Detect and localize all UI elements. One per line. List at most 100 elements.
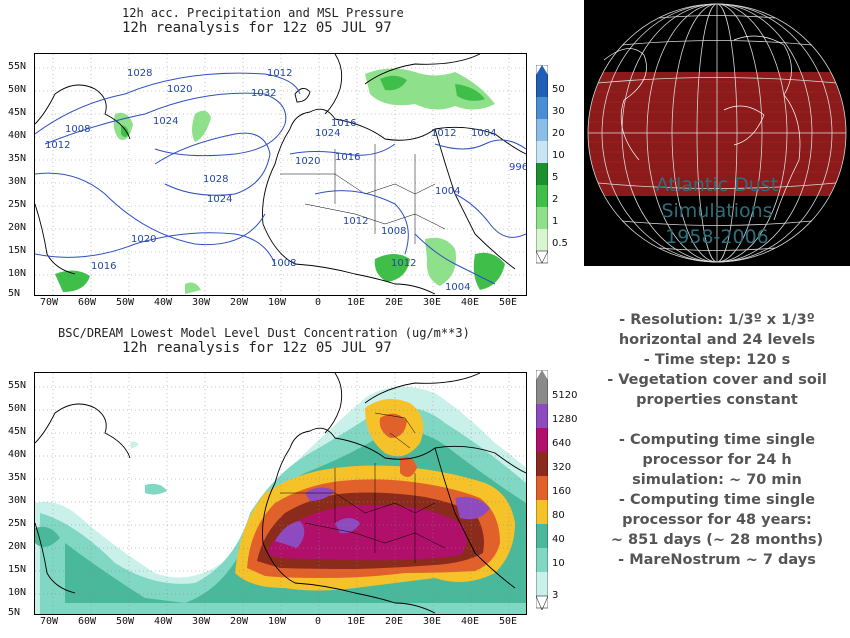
- colorbar-swatch: [536, 185, 548, 207]
- colorbar-label: 160: [552, 486, 572, 497]
- isobar-labels: 1020 1032 1024 1008 1012 1028 1024 1020 …: [45, 68, 526, 293]
- colorbar-swatch: [536, 370, 548, 380]
- lon-label: 20W: [230, 297, 249, 308]
- isobar-label: 1012: [343, 216, 368, 227]
- lat-label: 25N: [8, 518, 27, 529]
- isobar-label: 1004: [445, 282, 470, 293]
- isobar-label: 1012: [45, 140, 70, 151]
- colorbar-label: 1280: [552, 414, 578, 425]
- dust-map-canvas: [35, 373, 526, 614]
- globe-title-line: Atlantic Dust: [655, 174, 779, 196]
- lon-label: 50E: [499, 297, 518, 308]
- colorbar-swatch: [536, 572, 548, 596]
- dust-colorbar: 5120 1280 640 320 160 80 40 10 3: [535, 369, 577, 624]
- isobar-label: 1008: [271, 258, 296, 269]
- isobar-label: 1028: [127, 68, 152, 79]
- lat-label: 40N: [8, 449, 27, 460]
- colorbar-swatch: [536, 141, 548, 163]
- isobar-label: 1020: [131, 234, 156, 245]
- isobar-label: 1016: [91, 261, 116, 272]
- lat-label: 55N: [8, 380, 27, 391]
- isobar-label: 1024: [315, 128, 340, 139]
- globe-panel: Atlantic Dust Simulations 1958-2006: [584, 0, 850, 266]
- isobar-label: 1024: [207, 194, 232, 205]
- simulation-notes: - Resolution: 1/3º x 1/3º horizontal and…: [584, 310, 850, 570]
- lat-label: 20N: [8, 222, 27, 233]
- note-spacer: [584, 410, 850, 430]
- colorbar-label: 320: [552, 462, 572, 473]
- note-line: - Resolution: 1/3º x 1/3º: [619, 312, 815, 328]
- lon-label: 70W: [40, 616, 59, 627]
- globe-coastlines: [603, 35, 801, 221]
- top-map-title: 12h acc. Precipitation and MSL Pressure: [122, 6, 404, 20]
- lat-label: 50N: [8, 403, 27, 414]
- colorbar-label: 10: [552, 150, 565, 161]
- lat-label: 10N: [8, 587, 27, 598]
- note-line: - Time step: 120 s: [643, 352, 791, 368]
- bottom-borders: [280, 412, 446, 563]
- lon-label: 30W: [192, 297, 211, 308]
- lat-label: 45N: [8, 107, 27, 118]
- colorbar-swatch: [536, 97, 548, 119]
- precipitation-map-canvas: 1020 1032 1024 1008 1012 1028 1024 1020 …: [35, 54, 526, 295]
- isobar-label: 1032: [251, 88, 276, 99]
- lat-label: 15N: [8, 564, 27, 575]
- colorbar-label: 3: [552, 590, 559, 601]
- colorbar-label: 30: [552, 106, 565, 117]
- isobar-label: 1020: [167, 84, 192, 95]
- lon-label: 60W: [78, 616, 97, 627]
- top-map-subtitle: 12h reanalysis for 12z 05 JUL 97: [122, 20, 392, 36]
- note-line: processor for 24 h: [642, 452, 792, 468]
- globe-graphic: [587, 3, 847, 263]
- lon-label: 10W: [268, 297, 287, 308]
- lat-label: 20N: [8, 541, 27, 552]
- lon-label: 0: [315, 616, 322, 627]
- globe-title-line: Simulations: [661, 200, 773, 222]
- colorbar-label: 640: [552, 438, 572, 449]
- lon-label: 30E: [423, 297, 442, 308]
- colorbar-label: 50: [552, 84, 565, 95]
- colorbar-swatch: [535, 595, 549, 611]
- note-line: horizontal and 24 levels: [618, 332, 816, 348]
- note-line: ~ 851 days (~ 28 months): [610, 532, 824, 548]
- lon-label: 20E: [385, 616, 404, 627]
- colorbar-swatch: [536, 207, 548, 229]
- lon-label: 10E: [347, 297, 366, 308]
- colorbar-swatch: [536, 500, 548, 524]
- colorbar-swatch: [535, 250, 549, 264]
- bottom-graticule: [35, 373, 526, 614]
- colorbar-swatch: [536, 229, 548, 251]
- isobar-label: 1004: [435, 186, 460, 197]
- dust-concentration-areas: [35, 386, 526, 614]
- lat-label: 35N: [8, 153, 27, 164]
- colorbar-label: 40: [552, 534, 565, 545]
- lat-label: 30N: [8, 495, 27, 506]
- colorbar-swatch: [536, 452, 548, 476]
- colorbar-label: 5: [552, 172, 559, 183]
- lon-label: 40W: [154, 297, 173, 308]
- lat-label: 10N: [8, 268, 27, 279]
- colorbar-swatch: [536, 404, 548, 428]
- lon-label: 40E: [461, 297, 480, 308]
- lon-label: 60W: [78, 297, 97, 308]
- bottom-coastlines: [35, 373, 526, 614]
- isobars: [35, 72, 526, 285]
- colorbar-label: 10: [552, 558, 565, 569]
- isobar-label: 1016: [335, 152, 360, 163]
- isobar-label: 1012: [267, 68, 292, 79]
- isobar-label: 1012: [391, 258, 416, 269]
- lat-label: 35N: [8, 472, 27, 483]
- globe-title: Atlantic Dust Simulations 1958-2006: [584, 172, 850, 250]
- lon-label: 30E: [423, 616, 442, 627]
- lon-label: 70W: [40, 297, 59, 308]
- lat-label: 55N: [8, 61, 27, 72]
- lon-label: 40W: [154, 616, 173, 627]
- note-line: - MareNostrum ~ 7 days: [618, 552, 816, 568]
- precipitation-colorbar: 50 30 20 10 5 2 1 0.5: [535, 64, 568, 269]
- top-lon-labels: 70W 60W 50W 40W 30W 20W 10W 0 10E 20E 30…: [34, 297, 525, 311]
- isobar-label: 1028: [203, 174, 228, 185]
- colorbar-swatch: [536, 119, 548, 141]
- colorbar-label: 20: [552, 128, 565, 139]
- note-line: processor for 48 years:: [622, 512, 812, 528]
- isobar-label: 1008: [65, 124, 90, 135]
